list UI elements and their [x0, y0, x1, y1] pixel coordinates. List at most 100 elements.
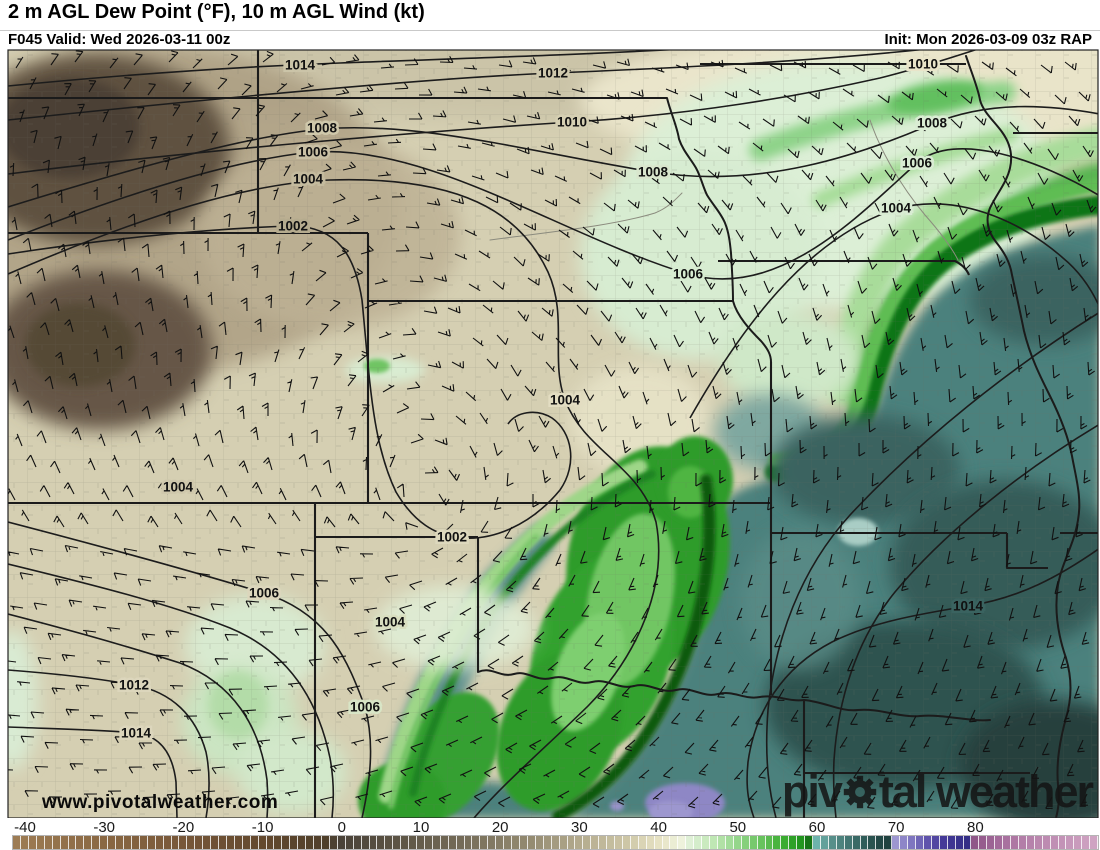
colorbar-cell — [266, 836, 275, 849]
gear-icon — [842, 769, 878, 821]
colorbar-cell — [417, 836, 425, 849]
colorbar-cell — [472, 836, 481, 849]
site-watermark: www.pivotalweather.com — [42, 792, 279, 813]
colorbar-cell — [733, 836, 742, 849]
colorbar-cell — [781, 836, 790, 849]
colorbar-cell — [92, 836, 101, 849]
colorbar-cell — [828, 836, 837, 849]
isobar-label: 1006 — [249, 586, 280, 601]
colorbar-cell — [820, 836, 829, 849]
colorbar-cell — [424, 836, 433, 849]
colorbar-cell — [797, 836, 806, 849]
colorbar-cell — [939, 836, 948, 849]
colorbar-cell — [448, 836, 457, 849]
colorbar-cell — [322, 836, 330, 849]
colorbar-cell — [345, 836, 354, 849]
colorbar-cell — [1074, 836, 1083, 849]
colorbar-cell — [409, 836, 418, 849]
colorbar-cell — [654, 836, 663, 849]
isobar-label: 1014 — [285, 58, 316, 73]
isobar-label: 1002 — [437, 530, 467, 545]
colorbar-cell — [567, 836, 576, 849]
colorbar-cell — [488, 836, 497, 849]
colorbar-tick-label: 0 — [337, 819, 346, 836]
colorbar-cell — [250, 836, 259, 849]
colorbar-cell — [226, 836, 235, 849]
colorbar-cell — [741, 836, 750, 849]
colorbar-tick-label: -30 — [93, 819, 116, 836]
colorbar-cell — [1011, 836, 1019, 849]
colorbar-cell — [765, 836, 774, 849]
colorbar-cell — [187, 836, 196, 849]
colorbar-cell — [13, 836, 22, 849]
colorbar-cell — [702, 836, 711, 849]
colorbar-cell — [1050, 836, 1059, 849]
colorbar-cell — [591, 836, 600, 849]
colorbar-cell — [979, 836, 988, 849]
colorbar-cell — [575, 836, 584, 849]
colorbar-cell — [456, 836, 465, 849]
colorbar-cell — [646, 836, 655, 849]
colorbar-tick-label: -40 — [14, 819, 36, 836]
isobar-label: 1008 — [917, 116, 948, 131]
colorbar-cell — [211, 836, 220, 849]
colorbar-tick-label: 10 — [412, 819, 430, 836]
colorbar-cell — [725, 836, 734, 849]
colorbar-cell — [385, 836, 394, 849]
colorbar-cell — [963, 836, 972, 849]
colorbar-cell — [868, 836, 877, 849]
colorbar-cell — [852, 836, 861, 849]
colorbar-cell — [353, 836, 362, 849]
colorbar-cell — [361, 836, 370, 849]
colorbar-cell — [662, 836, 671, 849]
colorbar-tick-label: -10 — [251, 819, 274, 836]
colorbar-cell — [124, 836, 132, 849]
colorbar-cell — [876, 836, 885, 849]
colorbar-cell — [116, 836, 124, 849]
colorbar-cell — [923, 836, 932, 849]
colorbar-cell — [638, 836, 647, 849]
isobar-label: 1014 — [121, 726, 152, 741]
colorbar-cell — [401, 836, 410, 849]
colorbar-cell — [599, 836, 608, 849]
colorbar-cell — [298, 836, 307, 849]
isobar-label: 1004 — [881, 201, 912, 216]
colorbar-cell — [805, 836, 814, 849]
isobar-label: 1004 — [550, 393, 581, 408]
colorbar-cell — [432, 836, 441, 849]
colorbar-cell — [44, 836, 53, 849]
colorbar-cell — [1003, 836, 1012, 849]
colorbar-cell — [100, 836, 109, 849]
colorbar: -40 -30 -20 -10 0 10 20 30 40 50 60 70 80 — [0, 818, 1100, 850]
colorbar-cell — [551, 836, 560, 849]
colorbar-cell — [274, 836, 283, 849]
colorbar-tick-label: 60 — [808, 819, 826, 836]
colorbar-cell — [282, 836, 291, 849]
colorbar-cell — [955, 836, 964, 849]
colorbar-cell — [615, 836, 623, 849]
colorbar-cell — [329, 836, 338, 849]
colorbar-cell — [504, 836, 513, 849]
isobar-label: 1004 — [375, 615, 406, 630]
colorbar-tick-label: 40 — [650, 819, 667, 836]
colorbar-cell — [139, 836, 148, 849]
colorbar-cell — [76, 836, 85, 849]
colorbar-cell — [1026, 836, 1035, 849]
colorbar-cell — [440, 836, 449, 849]
colorbar-cell — [163, 836, 172, 849]
page-title: 2 m AGL Dew Point (°F), 10 m AGL Wind (k… — [8, 1, 425, 23]
colorbar-cell — [1090, 836, 1099, 849]
brand-text-left: piv — [781, 766, 843, 817]
colorbar-tick-label: 70 — [887, 819, 905, 836]
colorbar-cell — [630, 836, 639, 849]
isobar-label: 1010 — [908, 57, 938, 72]
isobar-label: 1006 — [298, 145, 329, 160]
isobar-label: 1010 — [557, 115, 587, 130]
colorbar-cell — [757, 836, 766, 849]
colorbar-cell — [84, 836, 93, 849]
colorbar-cell — [36, 836, 45, 849]
colorbar-cell — [987, 836, 996, 849]
colorbar-cell — [543, 836, 552, 849]
colorbar-cell — [242, 836, 251, 849]
